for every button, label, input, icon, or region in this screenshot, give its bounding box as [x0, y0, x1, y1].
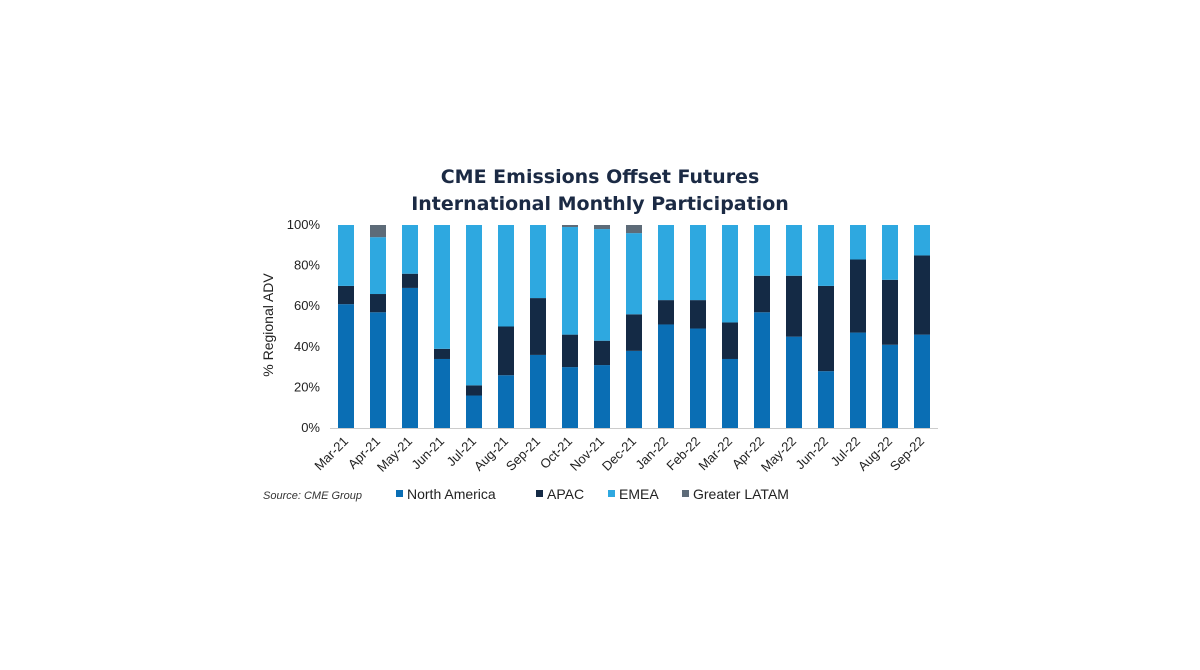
bar-segment	[434, 358, 450, 428]
bar-segment	[786, 275, 802, 337]
x-tick-label: Nov-21	[567, 434, 607, 474]
bar-segment	[818, 225, 834, 286]
x-tick-label: Feb-22	[663, 434, 703, 474]
x-tick-label: Mar-21	[311, 434, 351, 474]
bar-segment	[882, 279, 898, 345]
legend-swatch	[682, 490, 689, 497]
bar-segment	[754, 225, 770, 276]
bar-segment	[562, 334, 578, 368]
bar-segment	[818, 371, 834, 428]
bar-segment	[914, 255, 930, 335]
legend-label: Greater LATAM	[693, 486, 789, 502]
y-tick-label: 20%	[294, 379, 320, 394]
legend-swatch	[536, 490, 543, 497]
bar-segment	[626, 314, 642, 351]
x-tick-label: Dec-21	[599, 434, 639, 474]
chart-subtitle: International Monthly Participation	[411, 193, 789, 215]
bar-segment	[562, 367, 578, 428]
x-tick-label: Jan-22	[632, 434, 671, 473]
bar-segment	[882, 344, 898, 428]
bar-segment	[434, 348, 450, 359]
bar-segment	[402, 225, 418, 274]
bar-segment	[786, 225, 802, 276]
bar-segment	[338, 225, 354, 286]
bar-segment	[498, 326, 514, 376]
bars	[338, 225, 930, 428]
bar-segment	[530, 225, 546, 299]
bar-segment	[914, 225, 930, 256]
y-axis-ticks: 0% 20% 40% 60% 80% 100%	[287, 217, 321, 435]
y-tick-label: 80%	[294, 258, 320, 273]
y-tick-label: 0%	[301, 420, 320, 435]
bar-segment	[338, 304, 354, 428]
bar-segment	[658, 225, 674, 301]
bar-segment	[658, 300, 674, 325]
bar-segment	[626, 233, 642, 315]
chart-title: CME Emissions Offset Futures	[441, 166, 760, 188]
legend: North America APAC EMEA Greater LATAM	[396, 486, 789, 502]
bar-segment	[434, 225, 450, 349]
y-tick-label: 100%	[287, 217, 321, 232]
bar-segment	[530, 298, 546, 355]
bar-segment	[562, 225, 578, 228]
bar-segment	[690, 300, 706, 329]
x-tick-label: Aug-21	[471, 434, 511, 474]
bar-segment	[594, 225, 610, 230]
x-tick-label: May-22	[758, 434, 799, 475]
x-tick-label: Jun-21	[408, 434, 447, 473]
bar-segment	[722, 225, 738, 323]
bar-segment	[498, 225, 514, 327]
bar-segment	[402, 287, 418, 428]
legend-label: APAC	[547, 486, 584, 502]
bar-segment	[818, 285, 834, 372]
bar-segment	[850, 332, 866, 428]
bar-segment	[498, 375, 514, 428]
bar-segment	[754, 312, 770, 428]
bar-segment	[690, 225, 706, 301]
bar-segment	[466, 385, 482, 396]
bar-segment	[370, 225, 386, 238]
legend-swatch	[608, 490, 615, 497]
bar-segment	[722, 322, 738, 359]
bar-segment	[370, 294, 386, 313]
bar-segment	[466, 225, 482, 386]
bar-segment	[626, 350, 642, 428]
legend-label: North America	[407, 486, 496, 502]
x-tick-label: Aug-22	[855, 434, 895, 474]
bar-segment	[562, 227, 578, 335]
x-tick-label: Sep-22	[887, 434, 927, 474]
legend-swatch	[396, 490, 403, 497]
bar-segment	[658, 324, 674, 428]
bar-segment	[626, 225, 642, 234]
bar-segment	[402, 273, 418, 288]
source-note: Source: CME Group	[263, 490, 362, 502]
bar-segment	[882, 225, 898, 280]
x-tick-label: Mar-22	[695, 434, 735, 474]
bar-segment	[850, 259, 866, 333]
bar-segment	[338, 285, 354, 305]
x-tick-label: Sep-21	[503, 434, 543, 474]
bar-segment	[850, 225, 866, 260]
bar-segment	[786, 336, 802, 428]
bar-segment	[754, 275, 770, 313]
y-tick-label: 40%	[294, 339, 320, 354]
y-axis-title: % Regional ADV	[260, 273, 276, 377]
y-tick-label: 60%	[294, 298, 320, 313]
x-tick-label: May-21	[374, 434, 415, 475]
bar-segment	[594, 365, 610, 428]
bar-segment	[914, 334, 930, 428]
bar-segment	[594, 340, 610, 366]
bar-segment	[722, 358, 738, 428]
x-tick-label: Jun-22	[792, 434, 831, 473]
bar-segment	[690, 328, 706, 428]
bar-segment	[594, 229, 610, 341]
bar-segment	[370, 312, 386, 428]
x-axis-ticks: Mar-21Apr-21May-21Jun-21Jul-21Aug-21Sep-…	[311, 434, 927, 475]
bar-segment	[370, 237, 386, 295]
bar-segment	[530, 354, 546, 428]
legend-label: EMEA	[619, 486, 659, 502]
bar-segment	[466, 395, 482, 428]
